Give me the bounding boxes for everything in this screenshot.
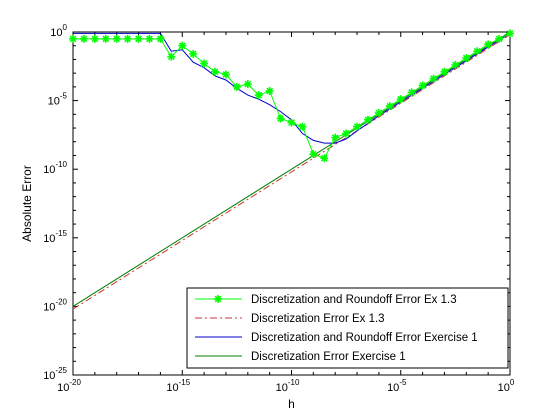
y-axis-label: Absolute Error bbox=[20, 165, 34, 242]
legend-entry: Discretization Error Ex 1.3 bbox=[251, 313, 385, 325]
series-marker-0 bbox=[113, 35, 121, 43]
series-marker-0 bbox=[408, 88, 416, 96]
series-marker-0 bbox=[506, 29, 514, 37]
series-marker-0 bbox=[451, 61, 459, 69]
series-marker-0 bbox=[462, 54, 470, 62]
series-marker-0 bbox=[473, 47, 481, 55]
series-marker-0 bbox=[255, 91, 263, 99]
series-marker-0 bbox=[277, 114, 285, 122]
series-marker-0 bbox=[80, 35, 88, 43]
series-marker-0 bbox=[135, 35, 143, 43]
series-marker-0 bbox=[495, 35, 503, 43]
series-marker-0 bbox=[200, 60, 208, 68]
series-marker-0 bbox=[309, 150, 317, 158]
series-marker-0 bbox=[430, 75, 438, 83]
series-marker-0 bbox=[331, 134, 339, 142]
series-marker-0 bbox=[189, 50, 197, 58]
series-marker-0 bbox=[167, 53, 175, 61]
series-marker-0 bbox=[222, 71, 230, 79]
legend-marker bbox=[214, 295, 222, 303]
series-marker-0 bbox=[353, 123, 361, 131]
series-marker-0 bbox=[364, 116, 372, 124]
series-marker-0 bbox=[484, 40, 492, 48]
series-marker-0 bbox=[211, 68, 219, 76]
series-marker-0 bbox=[266, 87, 274, 95]
series-marker-0 bbox=[233, 83, 241, 91]
series-marker-0 bbox=[69, 35, 77, 43]
series-marker-0 bbox=[397, 95, 405, 103]
series-marker-0 bbox=[124, 35, 132, 43]
series-marker-0 bbox=[440, 68, 448, 76]
series-marker-0 bbox=[298, 123, 306, 131]
series-marker-0 bbox=[342, 130, 350, 138]
series-marker-0 bbox=[386, 102, 394, 110]
series-marker-0 bbox=[419, 82, 427, 90]
legend-entry: Discretization Error Exercise 1 bbox=[251, 351, 406, 363]
series-marker-0 bbox=[375, 109, 383, 117]
series-marker-0 bbox=[145, 35, 153, 43]
series-marker-0 bbox=[288, 119, 296, 127]
series-marker-0 bbox=[244, 80, 252, 88]
legend-entry: Discretization and Roundoff Error Ex 1.3 bbox=[251, 294, 457, 306]
series-marker-0 bbox=[102, 35, 110, 43]
series-marker-0 bbox=[156, 35, 164, 43]
legend-entry: Discretization and Roundoff Error Exerci… bbox=[251, 332, 478, 344]
x-axis-label: h bbox=[288, 397, 295, 411]
series-marker-0 bbox=[91, 35, 99, 43]
series-marker-0 bbox=[320, 154, 328, 162]
series-marker-0 bbox=[178, 42, 186, 50]
legend: Discretization and Roundoff Error Ex 1.3… bbox=[187, 288, 508, 368]
